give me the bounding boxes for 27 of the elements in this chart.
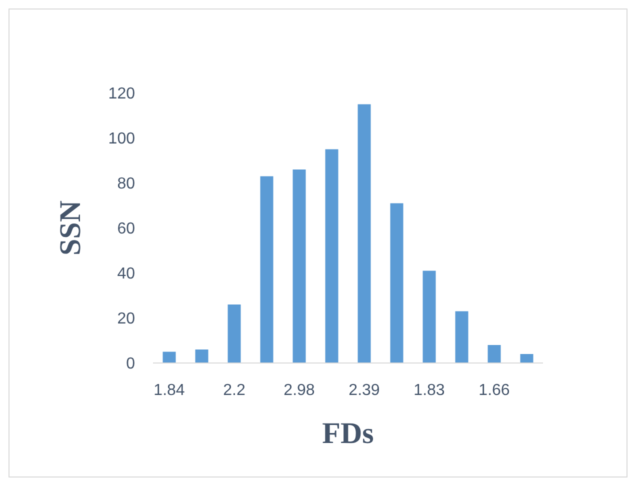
x-tick-label: 2.98: [284, 382, 315, 399]
bar: [390, 203, 404, 363]
x-tick-label: 1.84: [154, 382, 185, 399]
bar: [228, 304, 241, 363]
bar: [195, 350, 208, 363]
bar: [488, 345, 501, 363]
bar: [455, 311, 468, 363]
bar: [260, 176, 274, 363]
bar: [325, 149, 338, 363]
x-axis-title: FDs: [322, 417, 374, 450]
x-tick-label: 1.66: [478, 382, 510, 399]
bar: [520, 354, 534, 363]
y-tick-label: 0: [126, 356, 136, 373]
y-tick-label: 60: [117, 220, 136, 238]
x-tick-label: 2.39: [348, 382, 380, 399]
y-tick-label: 20: [117, 310, 136, 328]
x-tick-label: 2.2: [223, 382, 246, 399]
bar: [162, 352, 176, 363]
y-tick-label: 100: [108, 130, 136, 148]
bar: [358, 104, 371, 363]
x-tick-label: 1.83: [414, 382, 445, 399]
bar: [292, 170, 306, 363]
bar: [422, 270, 436, 363]
y-tick-label: 40: [117, 266, 136, 283]
y-tick-label: 120: [108, 86, 136, 103]
y-tick-label: 80: [117, 176, 136, 193]
y-axis-title: SSN: [54, 200, 87, 256]
